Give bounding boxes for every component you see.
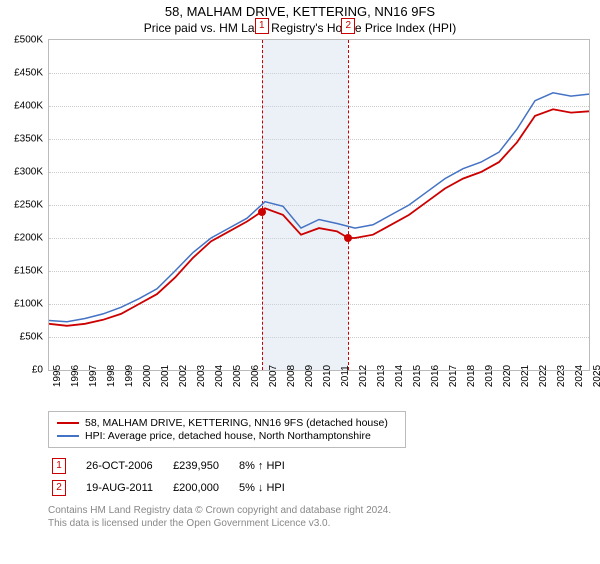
xtick-label: 2018 xyxy=(466,365,477,387)
event-price-1: £239,950 xyxy=(165,456,229,476)
xtick-label: 1996 xyxy=(70,365,81,387)
xtick-label: 1995 xyxy=(52,365,63,387)
xtick-label: 2022 xyxy=(538,365,549,387)
xtick-label: 2014 xyxy=(394,365,405,387)
xtick-label: 2009 xyxy=(304,365,315,387)
xtick-label: 2021 xyxy=(520,365,531,387)
event-table: 1 26-OCT-2006 £239,950 8% ↑ HPI 2 19-AUG… xyxy=(42,454,297,500)
xtick-label: 1997 xyxy=(88,365,99,387)
event-flag-1: 1 xyxy=(255,18,269,34)
legend-label-0: 58, MALHAM DRIVE, KETTERING, NN16 9FS (d… xyxy=(85,417,388,429)
xtick-label: 2025 xyxy=(592,365,600,387)
event-tag-2: 2 xyxy=(52,480,66,496)
ytick-label: £150K xyxy=(14,266,43,277)
chart-lines xyxy=(49,40,589,370)
event-date-2: 19-AUG-2011 xyxy=(78,478,163,498)
event-delta-1: 8% ↑ HPI xyxy=(231,456,295,476)
xtick-label: 2012 xyxy=(358,365,369,387)
xtick-label: 2023 xyxy=(556,365,567,387)
ytick-label: £200K xyxy=(14,233,43,244)
ytick-label: £250K xyxy=(14,200,43,211)
legend-item-series0: 58, MALHAM DRIVE, KETTERING, NN16 9FS (d… xyxy=(57,417,397,429)
event-flag-2: 2 xyxy=(341,18,355,34)
series-line-1 xyxy=(49,93,589,322)
event-row-1: 1 26-OCT-2006 £239,950 8% ↑ HPI xyxy=(44,456,295,476)
price-chart: 12 £0£50K£100K£150K£200K£250K£300K£350K£… xyxy=(48,39,590,371)
ytick-label: £400K xyxy=(14,101,43,112)
ytick-label: £350K xyxy=(14,134,43,145)
footer-line2: This data is licensed under the Open Gov… xyxy=(48,517,600,530)
xtick-label: 2017 xyxy=(448,365,459,387)
event-row-2: 2 19-AUG-2011 £200,000 5% ↓ HPI xyxy=(44,478,295,498)
ytick-label: £300K xyxy=(14,167,43,178)
xtick-label: 2005 xyxy=(232,365,243,387)
xtick-label: 2002 xyxy=(178,365,189,387)
xtick-label: 2003 xyxy=(196,365,207,387)
xtick-label: 2011 xyxy=(340,365,351,387)
xtick-label: 1998 xyxy=(106,365,117,387)
xtick-label: 2010 xyxy=(322,365,333,387)
ytick-label: £500K xyxy=(14,35,43,46)
legend-item-series1: HPI: Average price, detached house, Nort… xyxy=(57,430,397,442)
legend-label-1: HPI: Average price, detached house, Nort… xyxy=(85,430,371,442)
xtick-label: 2020 xyxy=(502,365,513,387)
xtick-label: 2024 xyxy=(574,365,585,387)
page-subtitle: Price paid vs. HM Land Registry's House … xyxy=(0,21,600,35)
xtick-label: 2008 xyxy=(286,365,297,387)
legend-swatch-0 xyxy=(57,422,79,424)
legend: 58, MALHAM DRIVE, KETTERING, NN16 9FS (d… xyxy=(48,411,406,448)
ytick-label: £100K xyxy=(14,299,43,310)
event-delta-2: 5% ↓ HPI xyxy=(231,478,295,498)
ytick-label: £0 xyxy=(32,365,43,376)
xtick-label: 2015 xyxy=(412,365,423,387)
footer: Contains HM Land Registry data © Crown c… xyxy=(48,504,600,530)
ytick-label: £450K xyxy=(14,68,43,79)
footer-line1: Contains HM Land Registry data © Crown c… xyxy=(48,504,600,517)
xtick-label: 2016 xyxy=(430,365,441,387)
xtick-label: 2006 xyxy=(250,365,261,387)
xtick-label: 2007 xyxy=(268,365,279,387)
xtick-label: 2000 xyxy=(142,365,153,387)
xtick-label: 2019 xyxy=(484,365,495,387)
xtick-label: 2001 xyxy=(160,365,171,387)
event-tag-1: 1 xyxy=(52,458,66,474)
legend-swatch-1 xyxy=(57,435,79,437)
event-date-1: 26-OCT-2006 xyxy=(78,456,163,476)
xtick-label: 2013 xyxy=(376,365,387,387)
ytick-label: £50K xyxy=(20,332,43,343)
page-title: 58, MALHAM DRIVE, KETTERING, NN16 9FS xyxy=(0,4,600,19)
event-price-2: £200,000 xyxy=(165,478,229,498)
xtick-label: 2004 xyxy=(214,365,225,387)
xtick-label: 1999 xyxy=(124,365,135,387)
